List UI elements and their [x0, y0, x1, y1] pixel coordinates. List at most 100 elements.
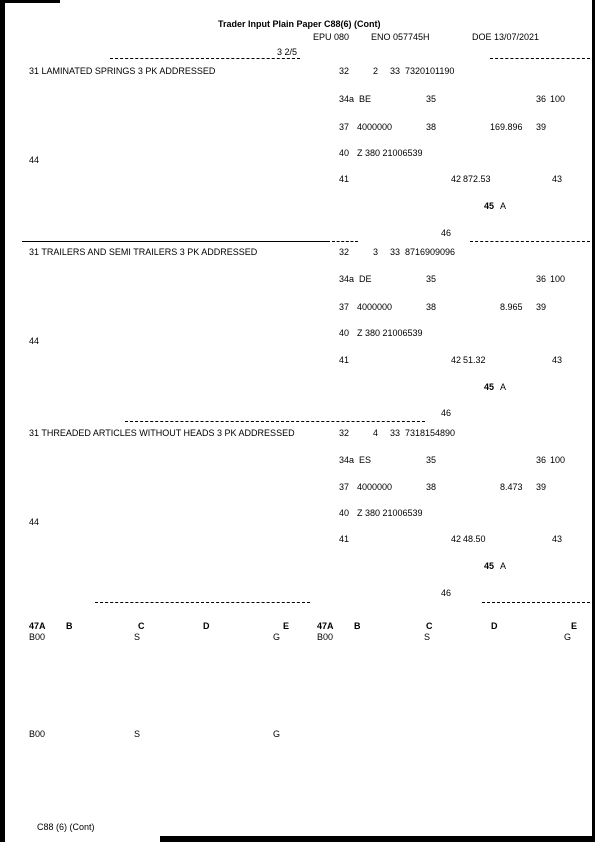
col-d-header: D	[203, 621, 210, 631]
box-42-label: 42	[451, 534, 462, 544]
box-33-label: 33	[390, 428, 401, 438]
top-edge-mark	[0, 0, 60, 3]
box-32-label: 32	[339, 66, 350, 76]
box-46-label: 46	[441, 408, 452, 418]
box-45-label: 45	[484, 561, 495, 571]
box-44-label: 44	[29, 155, 40, 165]
adjustment-code: A	[500, 201, 507, 211]
tax-rate-code: S	[134, 632, 141, 642]
box-42-label: 42	[451, 174, 462, 184]
box-42-label: 42	[451, 355, 462, 365]
col-e-header: E	[571, 621, 578, 631]
page-reference: 3 2/5	[277, 47, 298, 57]
col-b-header: B	[354, 621, 361, 631]
scan-bottom-edge	[160, 836, 595, 842]
adjustment-code: A	[500, 561, 507, 571]
commodity-code: 8716909096	[405, 247, 456, 257]
box-36-label: 36	[536, 274, 547, 284]
box-44-label: 44	[29, 517, 40, 527]
box-45-label: 45	[484, 201, 495, 211]
box-35-label: 35	[426, 455, 437, 465]
col-e-header: E	[283, 621, 290, 631]
box-39-label: 39	[536, 302, 547, 312]
box-41-label: 41	[339, 174, 350, 184]
net-mass: 8.473	[500, 482, 523, 492]
item-separator	[125, 421, 425, 422]
preference-value: 100	[550, 274, 566, 284]
box-36-label: 36	[536, 455, 547, 465]
commodity-code: 7320101190	[405, 66, 455, 76]
goods-description: 31 THREADED ARTICLES WITHOUT HEADS 3 PK …	[29, 428, 295, 438]
box-46-label: 46	[441, 588, 452, 598]
method-of-payment: G	[273, 632, 281, 642]
box-40-label: 40	[339, 508, 350, 518]
box-38-label: 38	[426, 482, 437, 492]
procedure-code: 4000000	[357, 302, 393, 312]
previous-document: Z 380 21006539	[357, 148, 423, 158]
box-38-label: 38	[426, 302, 437, 312]
tax-type: B00	[317, 632, 334, 642]
box-35-label: 35	[426, 94, 437, 104]
item-price: 48.50	[463, 534, 486, 544]
box-33-label: 33	[390, 247, 401, 257]
scan-right-edge	[592, 0, 595, 842]
commodity-code: 7318154890	[405, 428, 456, 438]
section-separator	[95, 602, 310, 603]
box-44-label: 44	[29, 336, 40, 346]
box-39-label: 39	[536, 122, 547, 132]
previous-document: Z 380 21006539	[357, 328, 423, 338]
country-of-origin: BE	[359, 94, 372, 104]
item-separator	[332, 241, 358, 242]
goods-description: 31 LAMINATED SPRINGS 3 PK ADDRESSED	[29, 66, 216, 76]
net-mass: 8.965	[500, 302, 523, 312]
box-46-label: 46	[441, 228, 452, 238]
box-41-label: 41	[339, 355, 350, 365]
eno-field: ENO 057745H	[371, 32, 430, 42]
col-c-header: C	[138, 621, 145, 631]
col-c-header: C	[426, 621, 433, 631]
col-d-header: D	[491, 621, 498, 631]
box-43-label: 43	[552, 534, 563, 544]
item-separator	[22, 241, 330, 242]
form-title: Trader Input Plain Paper C88(6) (Cont)	[218, 19, 381, 29]
tax-rate-code: S	[134, 729, 141, 739]
item-price: 872.53	[463, 174, 491, 184]
procedure-code: 4000000	[357, 482, 393, 492]
box-34a-label: 34a	[339, 94, 355, 104]
separator-line	[490, 58, 590, 59]
box-32-label: 32	[339, 428, 350, 438]
tax-type: B00	[29, 632, 46, 642]
adjustment-code: A	[500, 382, 507, 392]
method-of-payment: G	[273, 729, 281, 739]
item-number: 4	[373, 428, 379, 438]
goods-description: 31 TRAILERS AND SEMI TRAILERS 3 PK ADDRE…	[29, 247, 258, 257]
previous-document: Z 380 21006539	[357, 508, 423, 518]
col-b-header: B	[66, 621, 73, 631]
preference-value: 100	[550, 94, 566, 104]
box-45-label: 45	[484, 382, 495, 392]
col-47a-header: 47A	[29, 621, 46, 631]
scan-left-edge	[0, 0, 5, 842]
procedure-code: 4000000	[357, 122, 393, 132]
box-39-label: 39	[536, 482, 547, 492]
separator-line	[110, 58, 300, 59]
box-37-label: 37	[339, 302, 350, 312]
box-37-label: 37	[339, 482, 350, 492]
tax-type: B00	[29, 729, 46, 739]
net-mass: 169.896	[490, 122, 523, 132]
box-41-label: 41	[339, 534, 350, 544]
method-of-payment: G	[564, 632, 572, 642]
epu-field: EPU 080	[313, 32, 350, 42]
box-43-label: 43	[552, 174, 563, 184]
box-38-label: 38	[426, 122, 437, 132]
col-47a-header: 47A	[317, 621, 334, 631]
doe-field: DOE 13/07/2021	[472, 32, 540, 42]
box-40-label: 40	[339, 328, 350, 338]
box-36-label: 36	[536, 94, 547, 104]
item-price: 51.32	[463, 355, 486, 365]
form-footer: C88 (6) (Cont)	[37, 822, 95, 832]
box-33-label: 33	[390, 66, 401, 76]
box-34a-label: 34a	[339, 274, 355, 284]
box-35-label: 35	[426, 274, 437, 284]
box-40-label: 40	[339, 148, 350, 158]
